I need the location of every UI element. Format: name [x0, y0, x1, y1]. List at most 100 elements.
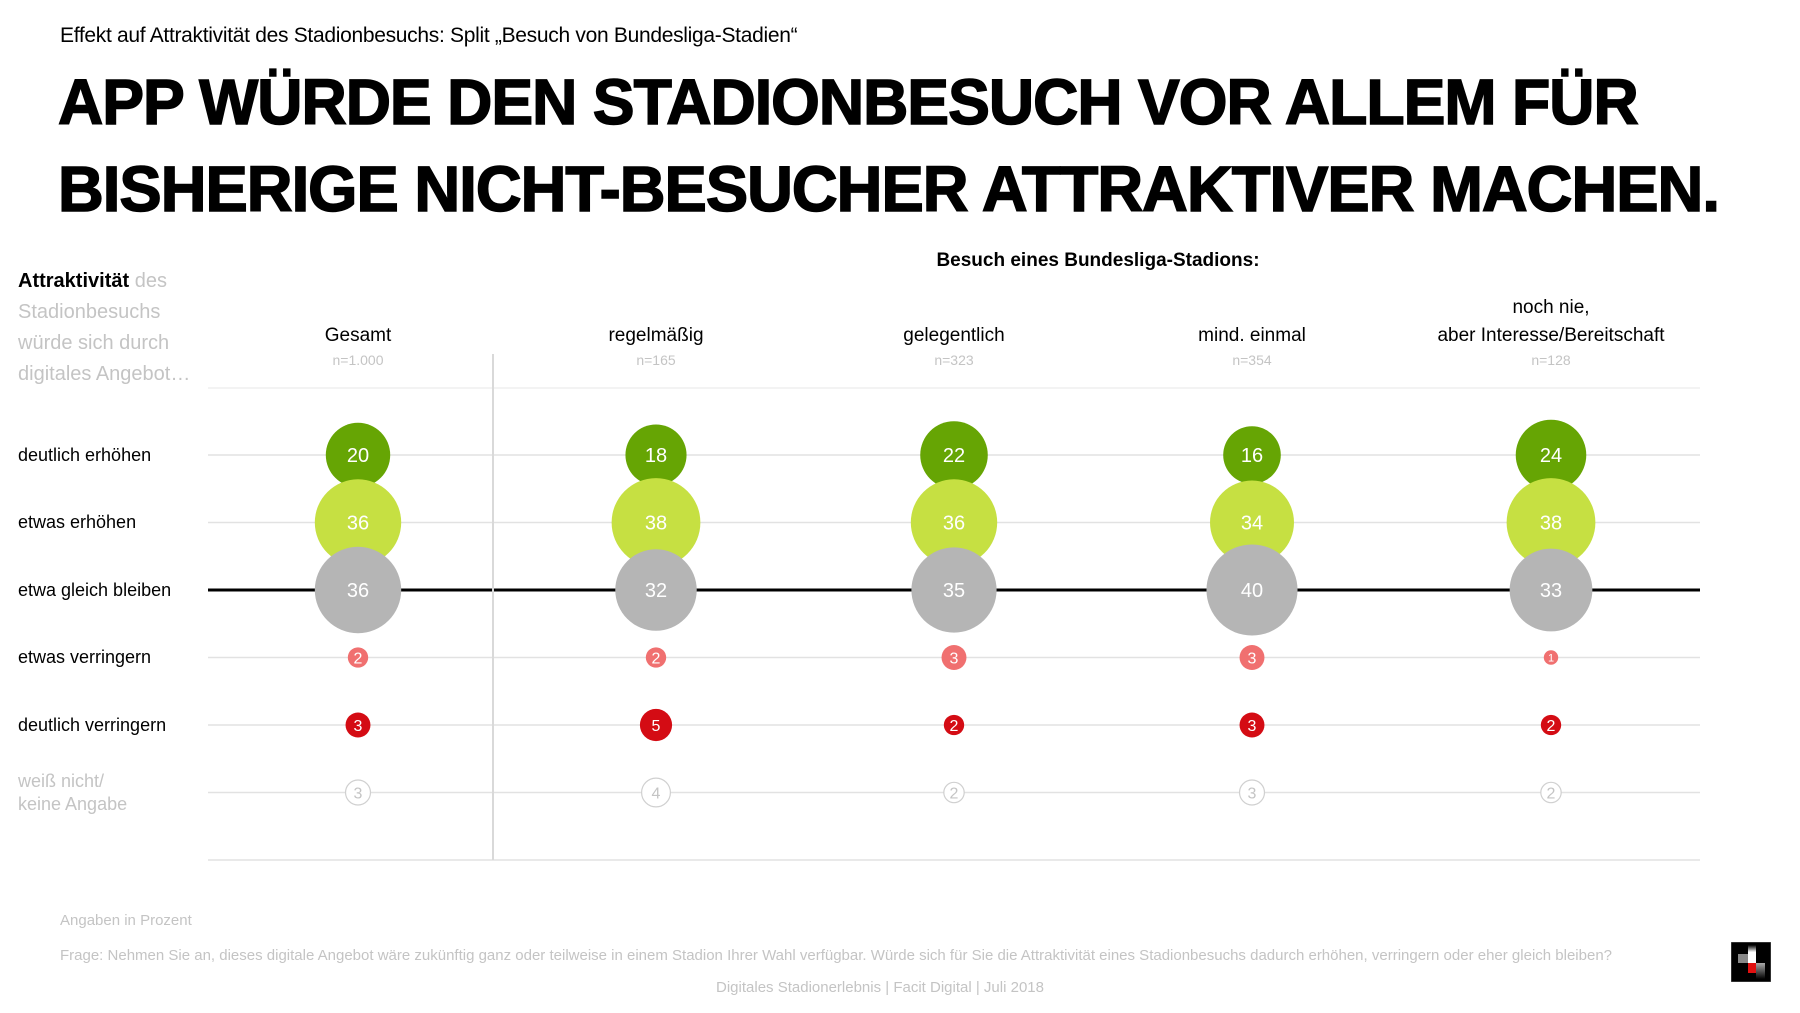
bubble-value-label: 2	[950, 785, 959, 802]
row-label-line: etwas erhöhen	[18, 512, 137, 532]
column-sample-size: n=128	[1531, 352, 1571, 368]
bubble-value-label: 18	[645, 445, 667, 467]
chart-title-line-1: APP WÜRDE DEN STADIONBESUCH VOR ALLEM FÜ…	[57, 66, 1639, 138]
bubble-value-label: 4	[652, 785, 661, 802]
row-label-deutlich_erhoehen: deutlich erhöhen	[18, 444, 151, 467]
bubble-etwas_erhoehen	[1210, 480, 1294, 565]
bubble-value-label: 40	[1241, 580, 1263, 602]
bubble-value-label: 22	[943, 445, 965, 467]
bubble-value-label: 36	[347, 580, 369, 602]
bubble-value-label: 3	[1248, 718, 1257, 735]
bubble-value-label: 36	[943, 513, 965, 535]
column-label-line-2: regelmäßig	[608, 325, 704, 346]
row-axis-header-text: des	[129, 270, 167, 292]
column-label: mind. einmal	[1102, 294, 1402, 350]
bubble-gleich	[314, 546, 402, 634]
bubble-value-label: 24	[1540, 445, 1562, 467]
bubble-deutlich_erhoehen	[625, 424, 687, 486]
column-label: Gesamt	[208, 294, 508, 350]
bubble-deutlich_verringern	[639, 708, 673, 742]
column-label-line-1: noch nie,	[1512, 297, 1590, 318]
bubble-weiss_nicht	[344, 779, 372, 806]
bubble-value-label: 34	[1241, 513, 1263, 535]
bubble-value-label: 3	[354, 785, 363, 802]
bubble-deutlich_erhoehen	[1223, 426, 1281, 484]
survey-question: Frage: Nehmen Sie an, dieses digitale An…	[60, 947, 1613, 964]
bubble-weiss_nicht	[640, 777, 671, 808]
row-label-line: deutlich verringern	[18, 714, 167, 735]
bubble-value-label: 38	[1540, 513, 1562, 535]
bubble-value-label: 2	[652, 650, 661, 667]
row-axis-header-text: digitales Angebot…	[18, 363, 191, 385]
row-label-line: etwas verringern	[18, 647, 152, 667]
bubble-gleich	[1509, 548, 1593, 632]
bubble-deutlich_erhoehen	[1515, 419, 1587, 491]
bubble-etwas_verringern	[645, 647, 667, 668]
bubble-value-label: 5	[652, 718, 661, 735]
bubble-value-label: 20	[347, 445, 369, 467]
row-label-etwas_erhoehen: etwas erhöhen	[18, 511, 136, 534]
bubble-deutlich_verringern	[943, 714, 965, 736]
bubble-weiss_nicht	[943, 781, 965, 804]
bubble-value-label: 33	[1540, 580, 1562, 602]
bubble-value-label: 35	[943, 580, 965, 602]
column-group-header: Besuch eines Bundesliga-Stadions:	[936, 250, 1260, 271]
column-sample-size: n=323	[934, 352, 974, 368]
bubble-deutlich_verringern	[1540, 714, 1562, 736]
row-axis-header-text: würde sich durch	[18, 332, 170, 354]
column-label: regelmäßig	[506, 294, 806, 350]
column-sample-size: n=1.000	[332, 352, 384, 368]
row-label-line: deutlich erhöhen	[18, 444, 152, 465]
row-label-line: keine Angabe	[18, 793, 128, 814]
chart-title-line-2: BISHERIGE NICHT-BESUCHER ATTRAKTIVER MAC…	[57, 153, 1720, 225]
row-label-weiss_nicht: weiß nicht/keine Angabe	[18, 770, 127, 816]
bubble-value-label: 3	[354, 718, 363, 735]
row-axis-header-text: Stadionbesuchs	[18, 301, 161, 323]
bubble-weiss_nicht	[1238, 779, 1266, 806]
bubble-etwas_erhoehen	[1506, 478, 1596, 567]
bubble-deutlich_verringern	[1239, 712, 1265, 738]
bubble-value-label: 36	[347, 513, 369, 535]
row-label-deutlich_verringern: deutlich verringern	[18, 714, 166, 737]
column-label-line-2: Gesamt	[324, 325, 392, 346]
bubble-value-label: 2	[1547, 718, 1556, 735]
bubble-etwas_verringern	[1239, 645, 1265, 670]
column-label-line-2: aber Interesse/Bereitschaft	[1437, 325, 1665, 346]
bubble-deutlich_erhoehen	[920, 421, 988, 489]
bubble-gleich	[1206, 544, 1298, 636]
bubble-gleich	[911, 547, 997, 633]
bubble-etwas_verringern	[1543, 650, 1559, 665]
chart-subtitle: Effekt auf Attraktivität des Stadionbesu…	[60, 24, 798, 47]
row-label-etwas_verringern: etwas verringern	[18, 646, 151, 669]
bubble-value-label: 3	[1248, 650, 1257, 667]
bubble-etwas_erhoehen	[910, 479, 998, 566]
row-label-gleich: etwa gleich bleiben	[18, 579, 171, 602]
column-label: noch nie, aber Interesse/Bereitschaft	[1401, 294, 1701, 350]
column-label-line-2: mind. einmal	[1198, 325, 1306, 346]
column-sample-size: n=354	[1232, 352, 1272, 368]
column-label-line-2: gelegentlich	[903, 325, 1005, 346]
bubble-value-label: 16	[1241, 445, 1263, 467]
unit-note: Angaben in Prozent	[60, 912, 192, 929]
bubble-etwas_verringern	[347, 647, 369, 668]
column-label: gelegentlich	[804, 294, 1104, 350]
column-sample-size: n=165	[636, 352, 676, 368]
row-label-line: etwa gleich bleiben	[18, 579, 172, 600]
bubble-value-label: 2	[950, 718, 959, 735]
bubble-etwas_erhoehen	[611, 478, 701, 567]
bubble-value-label: 32	[645, 580, 667, 602]
bubble-deutlich_verringern	[345, 712, 371, 738]
bubble-value-label: 2	[354, 650, 363, 667]
bubble-value-label: 3	[950, 650, 959, 667]
bubble-value-label: 1	[1548, 652, 1554, 664]
bubble-value-label: 38	[645, 513, 667, 535]
bubble-etwas_erhoehen	[314, 479, 402, 566]
row-axis-header: Attraktivität des Stadionbesuchs würde s…	[18, 266, 218, 390]
row-axis-header-bold: Attraktivität	[18, 270, 130, 292]
bubble-etwas_verringern	[941, 645, 967, 670]
bubble-weiss_nicht	[1540, 781, 1562, 804]
bubble-deutlich_erhoehen	[325, 422, 391, 488]
facit-digital-logo-icon	[1731, 942, 1771, 982]
bubble-value-label: 2	[1547, 785, 1556, 802]
